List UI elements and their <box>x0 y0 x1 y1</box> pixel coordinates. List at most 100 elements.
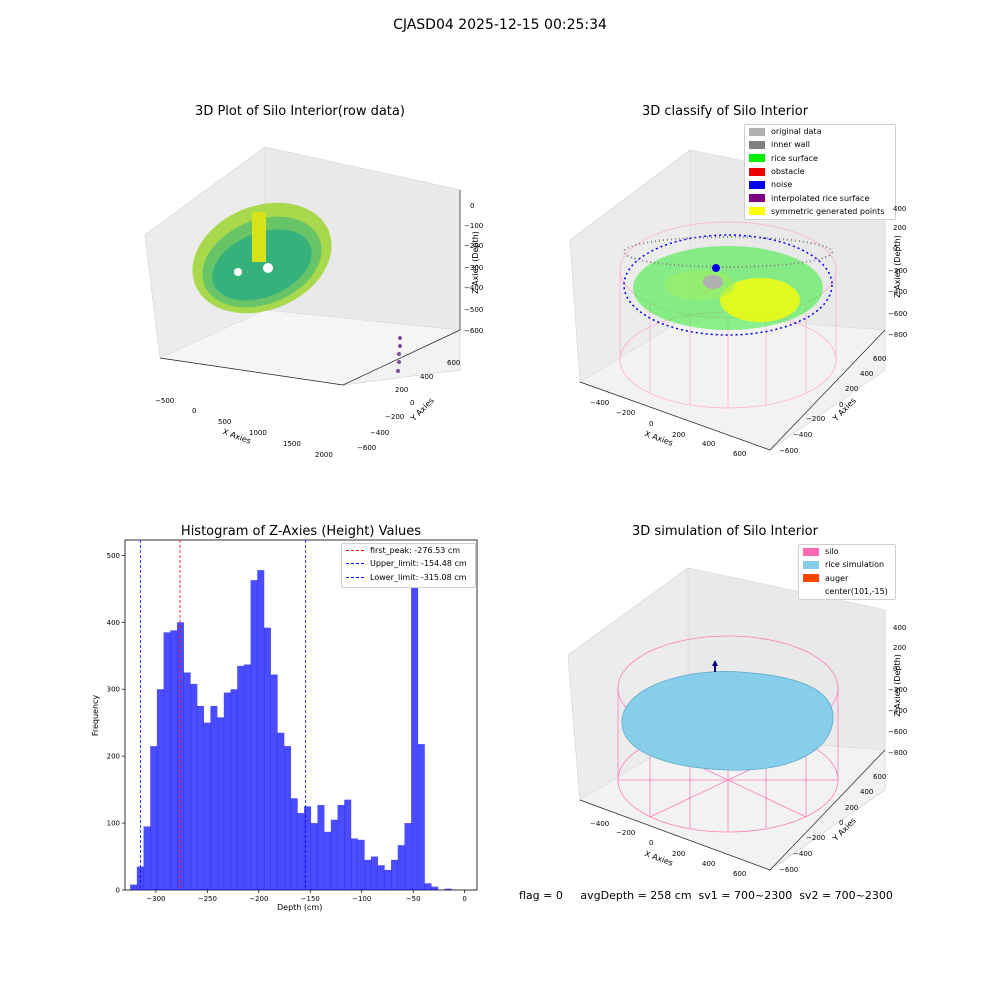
histogram-bar <box>163 632 171 890</box>
histogram-bar <box>223 692 231 890</box>
raw-ytick: −600 <box>357 444 377 452</box>
histogram-bar <box>243 664 251 890</box>
figure-title: CJASD04 2025-12-15 00:25:34 <box>393 17 607 33</box>
histogram-bar <box>156 689 164 890</box>
legend-swatch <box>749 207 765 216</box>
legend-label: obstacle <box>771 167 805 177</box>
histogram-bar <box>377 865 385 890</box>
histogram-bar <box>424 883 432 890</box>
legend-line <box>346 563 364 565</box>
simulation-ztick: −800 <box>888 749 908 757</box>
simulation-ztick: 0 <box>893 665 898 673</box>
simulation-xtick: 600 <box>733 870 747 878</box>
legend-swatch <box>749 194 765 203</box>
legend-item: symmetric generated points <box>745 205 895 218</box>
classify-xtick: −400 <box>590 399 610 407</box>
legend-label: Lower_limit: -315.08 cm <box>370 572 467 582</box>
histogram-bar <box>136 866 144 890</box>
histogram-bar <box>143 826 151 890</box>
classify-ytick: 600 <box>873 355 887 363</box>
classify-ytick: 400 <box>860 370 874 378</box>
simulation-xtick: −400 <box>590 820 610 828</box>
histogram-xtick-label: −100 <box>352 895 371 903</box>
simulation-zlabel: Z Axies (Depth) <box>892 654 902 717</box>
simulation-xtick: −200 <box>616 829 636 837</box>
legend-item: inner wall <box>745 138 895 151</box>
simulation-ztick: −200 <box>888 686 908 694</box>
simulation-ytick: 600 <box>873 773 887 781</box>
histogram-bar <box>130 884 138 890</box>
raw-ytick: −200 <box>385 413 405 421</box>
simulation-xtick: 400 <box>702 860 716 868</box>
classify-ytick: −200 <box>806 415 826 423</box>
legend-item: silo <box>799 545 895 558</box>
status-flag: flag = 0 <box>519 889 563 902</box>
histogram-bar <box>263 627 271 890</box>
simulation-ztick: 200 <box>893 644 907 652</box>
histogram-bar <box>350 838 358 890</box>
histogram-bar <box>391 859 399 890</box>
histogram-bar <box>270 674 278 890</box>
auger <box>712 660 718 672</box>
histogram-ytick-label: 500 <box>107 552 120 560</box>
classify-ztick: −400 <box>888 288 908 296</box>
simulation-ytick: 0 <box>839 819 844 827</box>
raw-ztick: −100 <box>464 222 484 230</box>
legend-swatch <box>803 560 819 569</box>
legend-label: silo <box>825 547 839 557</box>
histogram-bar <box>277 732 285 890</box>
classify-plot-title: 3D classify of Silo Interior <box>641 104 809 119</box>
histogram-ytick-label: 100 <box>107 820 120 828</box>
legend-line <box>346 550 364 552</box>
histogram-bar <box>257 570 265 890</box>
legend-item: rice simulation <box>799 558 895 571</box>
simulation-xtick: 200 <box>672 850 686 858</box>
histogram-bar <box>417 744 425 890</box>
histogram-bars <box>130 557 452 890</box>
histogram-bar <box>404 823 412 890</box>
histogram-reference-lines <box>139 540 307 890</box>
legend-line <box>346 576 364 578</box>
histogram-bar <box>237 665 245 890</box>
histogram-bar <box>170 630 178 890</box>
legend-swatch <box>749 127 765 136</box>
classify-ytick: −600 <box>779 447 799 455</box>
legend-label: symmetric generated points <box>771 206 885 216</box>
raw-ytick: 400 <box>420 373 434 381</box>
histogram-bar <box>431 886 439 890</box>
legend-swatch <box>803 547 819 556</box>
histogram-bar <box>411 557 419 890</box>
histogram-bar <box>250 580 258 890</box>
raw-ytick: 200 <box>395 386 409 394</box>
legend-label: noise <box>771 180 793 190</box>
histogram-bar <box>330 819 338 890</box>
legend-label: first_peak: -276.53 cm <box>370 546 461 556</box>
classify-ztick: 200 <box>893 224 907 232</box>
histogram-bar <box>397 845 405 890</box>
legend-label: rice simulation <box>825 560 885 570</box>
simulation-xtick: 0 <box>649 839 654 847</box>
classify-ztick: −600 <box>888 310 908 318</box>
histogram-xtick-label: −50 <box>406 895 421 903</box>
simulation-silo-cylinder <box>617 635 839 833</box>
histogram-bar <box>203 722 211 890</box>
histogram-yticks: 0 100 200 300 400 500 <box>107 552 125 895</box>
simulation-ytick: −200 <box>806 834 826 842</box>
histogram-bar <box>364 859 372 890</box>
legend-swatch <box>749 167 765 176</box>
classify-ztick: −800 <box>888 331 908 339</box>
histogram-xtick-label: −150 <box>301 895 320 903</box>
histogram-xticks: −300 −250 −200 −150 −100 −50 0 <box>146 890 467 903</box>
legend-swatch <box>803 574 819 583</box>
classify-ytick: −400 <box>793 431 813 439</box>
histogram-bar <box>310 823 318 890</box>
classify-xtick: 200 <box>672 431 686 439</box>
classify-legend: original data inner wall rice surface ob… <box>744 124 896 220</box>
simulation-plot-title: 3D simulation of Silo Interior <box>632 524 818 539</box>
classify-xtick: 0 <box>649 420 654 428</box>
histogram-xtick-label: −200 <box>249 895 268 903</box>
raw-xtick: 1000 <box>249 429 267 437</box>
legend-item: interpolated rice surface <box>745 191 895 204</box>
